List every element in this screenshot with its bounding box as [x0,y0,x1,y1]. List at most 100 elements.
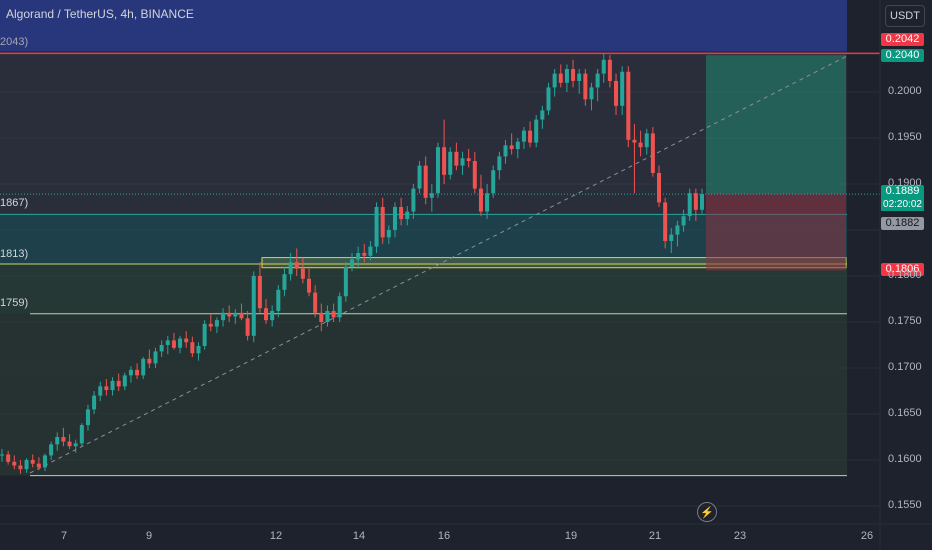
candle-body [534,119,539,143]
candle-body [509,145,514,150]
candle-body [601,59,606,74]
candle-body [669,234,674,242]
candle-body [386,230,391,238]
candle-body [42,455,47,468]
currency-button[interactable]: USDT [885,5,925,27]
candle-body [663,202,668,242]
price-tick-label: 0.1900 [888,177,922,189]
candle-body [337,296,342,318]
price-tick-label: 0.1950 [888,131,922,143]
candle-body [491,170,496,194]
candle-body [141,358,146,376]
candle-body [356,253,361,260]
price-tick-label: 0.1800 [888,269,922,281]
candle-body [30,460,35,464]
candle-body [657,172,662,203]
candle-body [6,454,11,462]
price-tick-label: 0.1650 [888,407,922,419]
candle-body [687,193,692,217]
candle-body [392,207,397,230]
candle-body [405,211,410,219]
candle-body [558,73,563,83]
time-tick-label: 14 [352,530,366,542]
candle-body [429,193,434,198]
candle-body [257,276,262,309]
price-tag-target: 0.2040 [881,49,924,62]
candle-body [620,71,625,106]
price-tag-red: 0.2042 [881,33,924,46]
level-label-1813: 1813) [0,248,29,260]
candle-body [448,151,453,175]
price-tick-label: 0.1550 [888,499,922,511]
symbol-title: Algorand / TetherUS, 4h, BINANCE [6,7,194,21]
candles [0,53,704,474]
candle-body [24,460,29,470]
candle-body [12,461,17,466]
candle-body [55,437,60,445]
candle-body [632,139,637,143]
candle-body [460,158,465,166]
candle-body [571,69,576,81]
candle-body [184,338,189,343]
countdown-tag: 02:20:02 [881,198,924,211]
candle-body [159,345,164,352]
trend-line-dashed[interactable] [29,55,848,474]
candle-body [331,310,336,318]
candle-body [0,454,4,456]
candle-body [589,87,594,100]
candle-body [417,165,422,189]
candle-body [540,110,545,120]
candle-body [319,312,324,322]
candle-body [583,73,588,100]
candle-body [147,358,152,364]
zone-support-teal [0,214,847,265]
candle-body [681,216,686,226]
candle-body [178,338,183,348]
candle-body [478,188,483,212]
candle-body [288,262,293,275]
candle-body [466,158,471,161]
price-tick-label: 0.1700 [888,361,922,373]
lightning-bolt-icon[interactable]: ⚡ [697,502,717,522]
candle-body [202,323,207,346]
candle-body [79,425,84,444]
candle-body [644,133,649,148]
candle-body [442,147,447,175]
candle-body [515,141,520,150]
candle-body [128,369,133,376]
candle-body [116,380,121,387]
candle-body [546,87,551,111]
candle-body [564,69,569,83]
candle-body [294,262,299,269]
candle-body [270,310,275,321]
candle-body [135,369,140,376]
candle-body [380,207,385,238]
candle-body [350,259,354,267]
candle-body [368,246,373,256]
candle-body [276,289,281,311]
candle-body [675,225,680,235]
position-profit-zone[interactable] [706,55,846,195]
time-tick-label: 21 [648,530,662,542]
candle-body [245,318,250,336]
candle-body [171,340,176,348]
candle-body [92,395,97,410]
candle-body [98,386,103,396]
candle-body [85,409,90,426]
level-label-1759: 1759) [0,297,29,309]
candle-body [411,188,416,212]
candle-body [485,193,490,212]
candle-body [423,165,428,198]
candle-body [325,310,330,322]
time-tick-label: 19 [564,530,578,542]
candle-body [307,278,312,293]
price-tag-stop: 0.1806 [881,263,924,276]
candle-body [221,312,226,321]
time-tick-label: 12 [269,530,283,542]
time-tick-label: 26 [860,530,874,542]
position-loss-zone[interactable] [706,194,846,271]
time-tick-label: 23 [733,530,747,542]
candle-body [552,73,557,88]
candle-body [251,276,256,336]
